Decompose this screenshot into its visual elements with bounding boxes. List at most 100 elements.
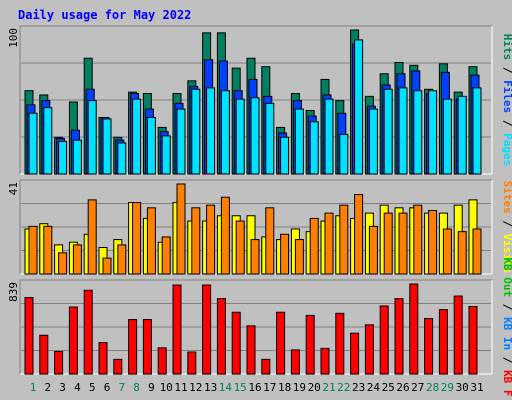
- kbytes-bar: [231, 311, 241, 375]
- x-tick-label: 8: [133, 381, 140, 394]
- sites-bar: [235, 220, 245, 275]
- legend-separator: /: [501, 214, 512, 234]
- kbytes-bar: [172, 284, 182, 375]
- pages-bar: [265, 102, 275, 175]
- x-tick-label: 30: [456, 381, 469, 394]
- x-tick-label: 29: [441, 381, 454, 394]
- sites-bar: [457, 231, 467, 275]
- kbytes-bar: [364, 324, 374, 375]
- kbytes-bar: [98, 342, 108, 375]
- panels: 100 41 839: [7, 25, 493, 375]
- pages-bar: [132, 98, 142, 175]
- pages-bar: [220, 90, 230, 175]
- kbytes-bar: [142, 319, 152, 375]
- kbytes-bar: [468, 306, 478, 375]
- kbytes-bar: [187, 351, 197, 375]
- sites-bar: [383, 212, 393, 275]
- kbytes-bar: [335, 312, 345, 375]
- y-max-label: 41: [7, 182, 20, 195]
- kbytes-bar: [424, 318, 434, 375]
- panel-kbytes: 839: [7, 279, 493, 375]
- x-tick-label: 16: [248, 381, 261, 394]
- legend-entry: Pages: [501, 133, 512, 166]
- kbytes-bar: [350, 332, 360, 375]
- kbytes-bar: [305, 314, 315, 375]
- x-tick-label: 13: [204, 381, 217, 394]
- sites-bar: [265, 207, 275, 275]
- x-tick-label: 1: [30, 381, 37, 394]
- sites-bar: [102, 257, 112, 275]
- sites-bar: [28, 225, 38, 275]
- kbytes-bar: [113, 358, 123, 375]
- legend-entry: KB F: [501, 370, 512, 397]
- y-max-label: 100: [7, 28, 20, 48]
- sites-bar: [117, 244, 127, 275]
- legend-entry: Files: [501, 80, 512, 113]
- sites-bar: [250, 239, 260, 275]
- legend-entry: KB In: [501, 317, 512, 350]
- pages-bar: [117, 142, 127, 175]
- kbytes-bar: [261, 358, 271, 375]
- sites-bar: [413, 204, 423, 275]
- panel-visits-sites: 41: [7, 179, 493, 275]
- kbytes-bar: [276, 311, 286, 375]
- x-tick-label: 14: [219, 381, 233, 394]
- pages-bar: [280, 136, 290, 175]
- pages-bar: [368, 108, 378, 175]
- x-tick-label: 21: [322, 381, 335, 394]
- sites-bar: [43, 225, 53, 275]
- sites-bar: [176, 183, 186, 275]
- x-tick-label: 10: [160, 381, 173, 394]
- pages-bar: [250, 97, 260, 175]
- sites-bar: [398, 212, 408, 275]
- legend: KB Out / KB In / KB F: [501, 257, 512, 396]
- legend-separator: /: [501, 60, 512, 80]
- sites-bar: [354, 194, 364, 275]
- x-axis-labels: 1 2 3 4 5 6 7 8 9 10 11 12 13 14 15 16 17 18 19 20 21 22 23 24 2…: [30, 381, 484, 394]
- kbytes-bar: [157, 347, 167, 375]
- pages-bar: [309, 121, 319, 175]
- pages-bar: [206, 87, 216, 175]
- x-tick-label: 15: [234, 381, 247, 394]
- kbytes-bar: [453, 295, 463, 375]
- x-tick-label: 4: [74, 381, 81, 394]
- sites-bar: [191, 207, 201, 275]
- pages-bar: [413, 90, 423, 175]
- x-tick-label: 2: [44, 381, 51, 394]
- x-tick-label: 17: [263, 381, 276, 394]
- legend: Hits / Files / Pages: [501, 34, 512, 167]
- x-tick-label: 6: [104, 381, 111, 394]
- x-tick-label: 26: [396, 381, 409, 394]
- kbytes-bar: [438, 309, 448, 375]
- pages-bar: [72, 139, 82, 175]
- legend-entry: Visits: [501, 234, 512, 274]
- sites-bar: [309, 217, 319, 275]
- pages-bar: [146, 117, 156, 175]
- pages-bar: [442, 98, 452, 175]
- kbytes-bar: [409, 283, 419, 375]
- pages-bar: [87, 100, 97, 175]
- chart-title: Daily usage for May 2022: [18, 8, 191, 22]
- sites-bar: [220, 196, 230, 275]
- sites-bar: [324, 212, 334, 275]
- legend-entry: Hits: [501, 34, 512, 61]
- kbytes-bar: [290, 349, 300, 375]
- kbytes-bar: [246, 325, 256, 375]
- pages-bar: [176, 108, 186, 175]
- sites-bar: [428, 209, 438, 275]
- pages-bar: [235, 98, 245, 175]
- pages-bar: [294, 108, 304, 175]
- x-tick-label: 5: [89, 381, 96, 394]
- sites-bar: [442, 228, 452, 275]
- x-tick-label: 9: [148, 381, 155, 394]
- sites-bar: [161, 236, 171, 275]
- pages-bar: [58, 141, 68, 175]
- sites-bar: [87, 199, 97, 275]
- sites-bar: [132, 202, 142, 275]
- x-tick-label: 25: [382, 381, 395, 394]
- pages-bar: [398, 87, 408, 175]
- sites-bar: [339, 204, 349, 275]
- x-tick-label: 20: [308, 381, 321, 394]
